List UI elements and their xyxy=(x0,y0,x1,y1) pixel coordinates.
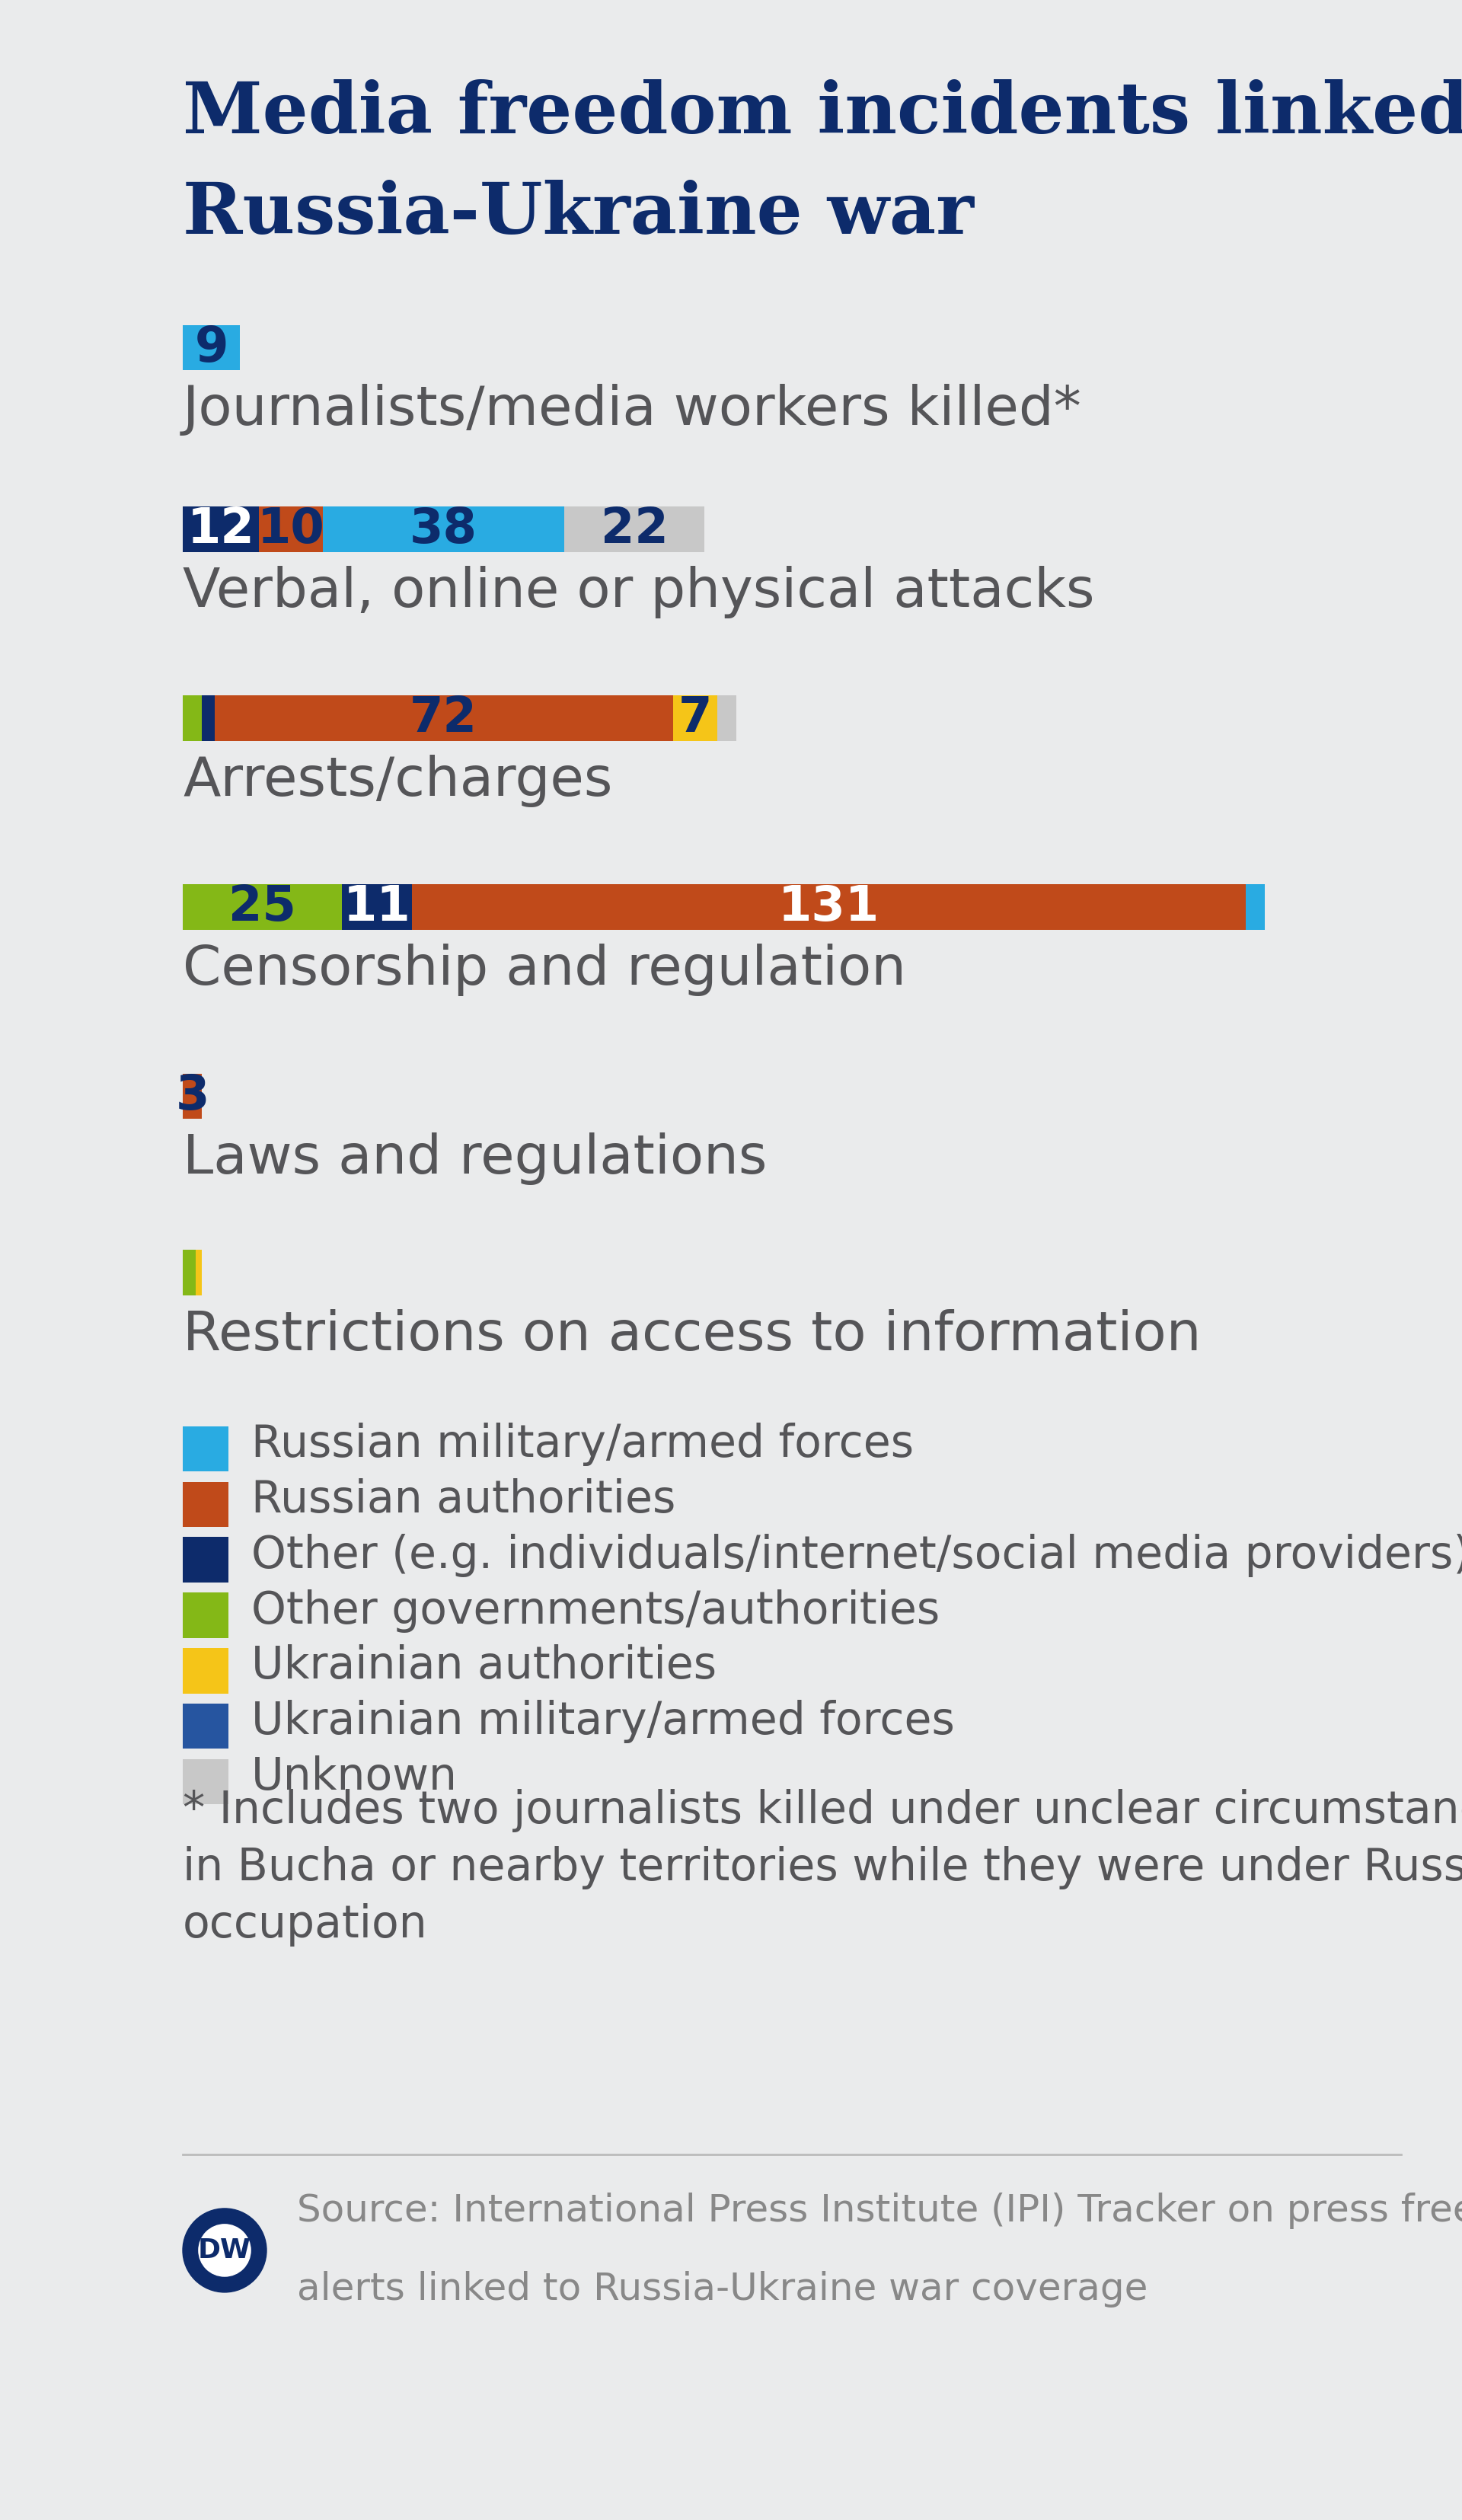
FancyBboxPatch shape xyxy=(183,1704,228,1749)
Text: Ukrainian military/armed forces: Ukrainian military/armed forces xyxy=(251,1701,955,1744)
Text: 131: 131 xyxy=(778,885,880,930)
FancyBboxPatch shape xyxy=(564,507,705,552)
FancyBboxPatch shape xyxy=(183,696,202,741)
Text: Other governments/authorities: Other governments/authorities xyxy=(251,1590,940,1633)
FancyBboxPatch shape xyxy=(183,1648,228,1693)
Text: 3: 3 xyxy=(175,1074,209,1119)
Text: occupation: occupation xyxy=(183,1903,428,1948)
Text: 72: 72 xyxy=(409,696,478,741)
Text: 25: 25 xyxy=(228,885,297,930)
FancyBboxPatch shape xyxy=(183,1250,196,1295)
Text: Other (e.g. individuals/internet/social media providers): Other (e.g. individuals/internet/social … xyxy=(251,1535,1462,1578)
Text: Russian authorities: Russian authorities xyxy=(251,1479,675,1522)
FancyBboxPatch shape xyxy=(183,1537,228,1583)
Text: 11: 11 xyxy=(344,885,411,930)
Text: alerts linked to Russia-Ukraine war coverage: alerts linked to Russia-Ukraine war cove… xyxy=(297,2271,1148,2308)
FancyBboxPatch shape xyxy=(183,507,259,552)
FancyBboxPatch shape xyxy=(183,325,240,370)
FancyBboxPatch shape xyxy=(183,1482,228,1527)
Circle shape xyxy=(199,2225,250,2276)
Text: Restrictions on access to information: Restrictions on access to information xyxy=(183,1308,1202,1361)
Text: 9: 9 xyxy=(194,325,228,370)
FancyBboxPatch shape xyxy=(673,696,718,741)
FancyBboxPatch shape xyxy=(1246,885,1265,930)
FancyBboxPatch shape xyxy=(323,507,564,552)
FancyBboxPatch shape xyxy=(259,507,323,552)
Text: 10: 10 xyxy=(257,507,325,552)
FancyBboxPatch shape xyxy=(412,885,1246,930)
FancyBboxPatch shape xyxy=(183,1426,228,1472)
Text: Ukrainian authorities: Ukrainian authorities xyxy=(251,1646,716,1688)
FancyBboxPatch shape xyxy=(342,885,412,930)
Circle shape xyxy=(183,2208,266,2293)
Text: Source: International Press Institute (IPI) Tracker on press freedom: Source: International Press Institute (I… xyxy=(297,2192,1462,2230)
Text: Media freedom incidents linked to the: Media freedom incidents linked to the xyxy=(183,78,1462,149)
Text: Russia-Ukraine war: Russia-Ukraine war xyxy=(183,179,974,249)
Text: 38: 38 xyxy=(409,507,478,552)
Text: * Includes two journalists killed under unclear circumstances: * Includes two journalists killed under … xyxy=(183,1789,1462,1832)
Text: 12: 12 xyxy=(187,507,254,552)
Text: DW: DW xyxy=(197,2238,251,2263)
FancyBboxPatch shape xyxy=(215,696,673,741)
Text: Journalists/media workers killed*: Journalists/media workers killed* xyxy=(183,383,1082,436)
Text: Laws and regulations: Laws and regulations xyxy=(183,1131,768,1184)
FancyBboxPatch shape xyxy=(183,885,342,930)
FancyBboxPatch shape xyxy=(183,1074,202,1119)
Text: Unknown: Unknown xyxy=(251,1756,458,1799)
Text: Verbal, online or physical attacks: Verbal, online or physical attacks xyxy=(183,564,1095,617)
Text: Arrests/charges: Arrests/charges xyxy=(183,753,613,806)
FancyBboxPatch shape xyxy=(183,1593,228,1638)
FancyBboxPatch shape xyxy=(202,696,215,741)
FancyBboxPatch shape xyxy=(183,1759,228,1804)
FancyBboxPatch shape xyxy=(718,696,737,741)
FancyBboxPatch shape xyxy=(196,1250,202,1295)
Text: Russian military/armed forces: Russian military/armed forces xyxy=(251,1424,914,1467)
Text: 22: 22 xyxy=(601,507,668,552)
Text: in Bucha or nearby territories while they were under Russian: in Bucha or nearby territories while the… xyxy=(183,1847,1462,1890)
Text: Censorship and regulation: Censorship and regulation xyxy=(183,942,906,995)
Text: 7: 7 xyxy=(678,696,712,741)
